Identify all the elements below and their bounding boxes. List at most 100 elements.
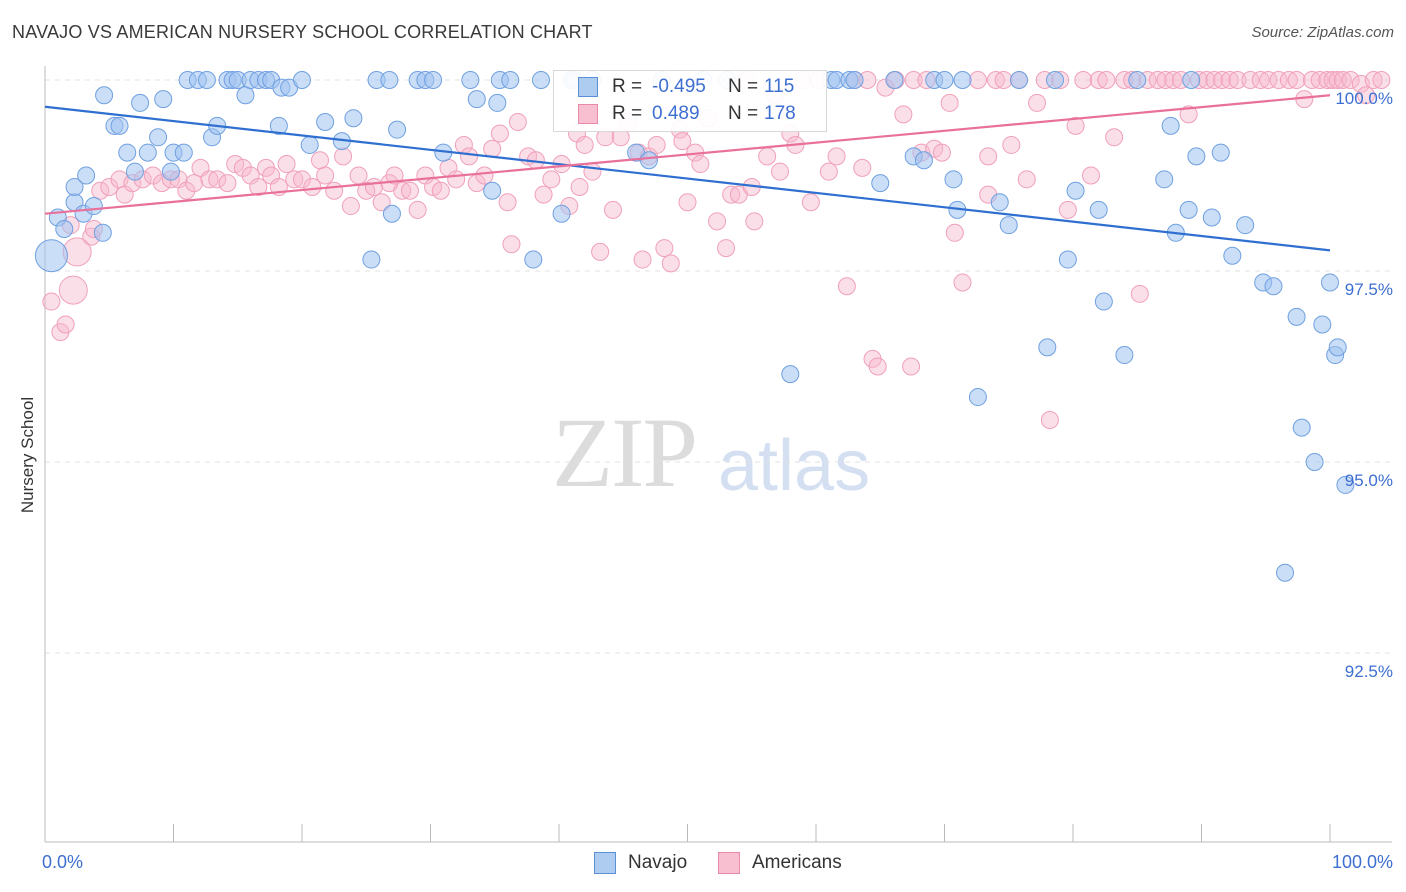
navajo-point	[55, 219, 74, 238]
navajo-point	[1179, 200, 1198, 219]
navajo-point	[84, 197, 103, 216]
navajo-point	[1305, 453, 1324, 471]
americans-point	[603, 200, 622, 219]
navajo-point	[1161, 116, 1180, 135]
navajo-point	[781, 365, 800, 384]
navajo-point	[488, 93, 507, 112]
americans-point	[143, 166, 162, 185]
navajo-point	[1128, 71, 1147, 89]
americans-point	[218, 174, 237, 193]
americans-point	[393, 181, 412, 200]
navajo-point	[95, 86, 114, 105]
navajo-trend-line	[44, 105, 1331, 252]
x-tick-label-min: 0.0%	[42, 852, 84, 872]
americans-point	[1251, 71, 1270, 89]
r-label: R =	[612, 76, 643, 97]
americans-point	[986, 71, 1005, 89]
americans-point	[1341, 71, 1360, 89]
x-tick-label-max: 100.0%	[1331, 852, 1393, 872]
navajo-point	[1187, 147, 1206, 166]
trend-layer	[44, 94, 1331, 252]
r-value: -0.495	[652, 76, 706, 97]
navajo-point	[501, 71, 520, 89]
americans-point	[1279, 71, 1298, 89]
navajo-swatch	[578, 77, 598, 97]
americans-trend-line	[44, 94, 1331, 215]
r-value: 0.489	[652, 103, 700, 124]
americans-point	[385, 166, 404, 185]
americans-point	[100, 177, 119, 196]
americans-point	[1323, 71, 1342, 89]
americans-point	[233, 158, 252, 177]
americans-point	[1228, 71, 1247, 89]
navajo-point	[424, 71, 443, 89]
watermark-zip: ZIP	[552, 397, 698, 508]
navajo-point	[914, 151, 933, 170]
americans-point	[1356, 86, 1375, 105]
navajo-point	[1202, 208, 1221, 227]
americans-point	[1130, 284, 1149, 303]
navajo-point	[1236, 216, 1255, 235]
navajo-point	[1313, 315, 1332, 334]
americans-point	[1259, 71, 1278, 89]
navajo-point	[1089, 200, 1108, 219]
americans-point	[447, 170, 466, 189]
americans-point	[490, 124, 509, 143]
americans-point	[1074, 71, 1093, 89]
americans-point	[1058, 200, 1077, 219]
stats-legend: R = -0.495 N = 115 R = 0.489 N = 178	[553, 70, 827, 132]
americans-point	[1081, 166, 1100, 185]
navajo-point	[999, 216, 1018, 235]
americans-point	[717, 239, 736, 258]
americans-legend-label: Americans	[752, 852, 842, 873]
navajo-point	[639, 151, 658, 170]
americans-point	[953, 273, 972, 292]
y-tick-label-3: 92.5%	[1345, 662, 1393, 681]
navajo-point	[845, 71, 864, 89]
americans-point	[691, 155, 710, 174]
americans-point	[801, 193, 820, 212]
americans-point	[570, 177, 589, 196]
americans-point	[1156, 71, 1175, 89]
navajo-point	[34, 239, 68, 273]
americans-point	[498, 193, 517, 212]
americans-point	[940, 93, 959, 112]
y-tick-label-0: 100.0%	[1335, 89, 1393, 108]
americans-point	[408, 200, 427, 219]
navajo-point	[935, 71, 954, 89]
n-value: 178	[764, 103, 796, 124]
americans-point	[58, 275, 88, 305]
americans-point	[1213, 71, 1232, 89]
americans-point	[1089, 71, 1108, 89]
navajo-point	[1276, 563, 1295, 582]
navajo-point	[344, 109, 363, 128]
americans-point	[837, 277, 856, 296]
navajo-point	[552, 204, 571, 223]
americans-point	[400, 181, 419, 200]
americans-point	[508, 113, 527, 132]
americans-point	[1002, 135, 1021, 154]
americans-point	[1105, 128, 1124, 147]
americans-point	[945, 223, 964, 242]
americans-point	[1164, 71, 1183, 89]
navajo-point	[1264, 277, 1283, 296]
americans-point	[316, 166, 335, 185]
americans-point	[310, 151, 329, 170]
navajo-point	[382, 204, 401, 223]
americans-point	[968, 71, 987, 89]
americans-point	[277, 155, 296, 174]
navajo-point	[125, 162, 144, 181]
chart-title: NAVAJO VS AMERICAN NURSERY SCHOOL CORREL…	[12, 22, 593, 42]
americans-point	[1318, 71, 1337, 89]
americans-point	[591, 242, 610, 261]
americans-point	[745, 212, 764, 231]
navajo-point	[388, 120, 407, 139]
americans-point	[502, 235, 521, 254]
americans-point	[1220, 71, 1239, 89]
navajo-point	[944, 170, 963, 189]
americans-point	[91, 181, 110, 200]
americans-point	[542, 170, 561, 189]
navajo-point	[77, 166, 96, 185]
navajo-point	[118, 143, 137, 162]
